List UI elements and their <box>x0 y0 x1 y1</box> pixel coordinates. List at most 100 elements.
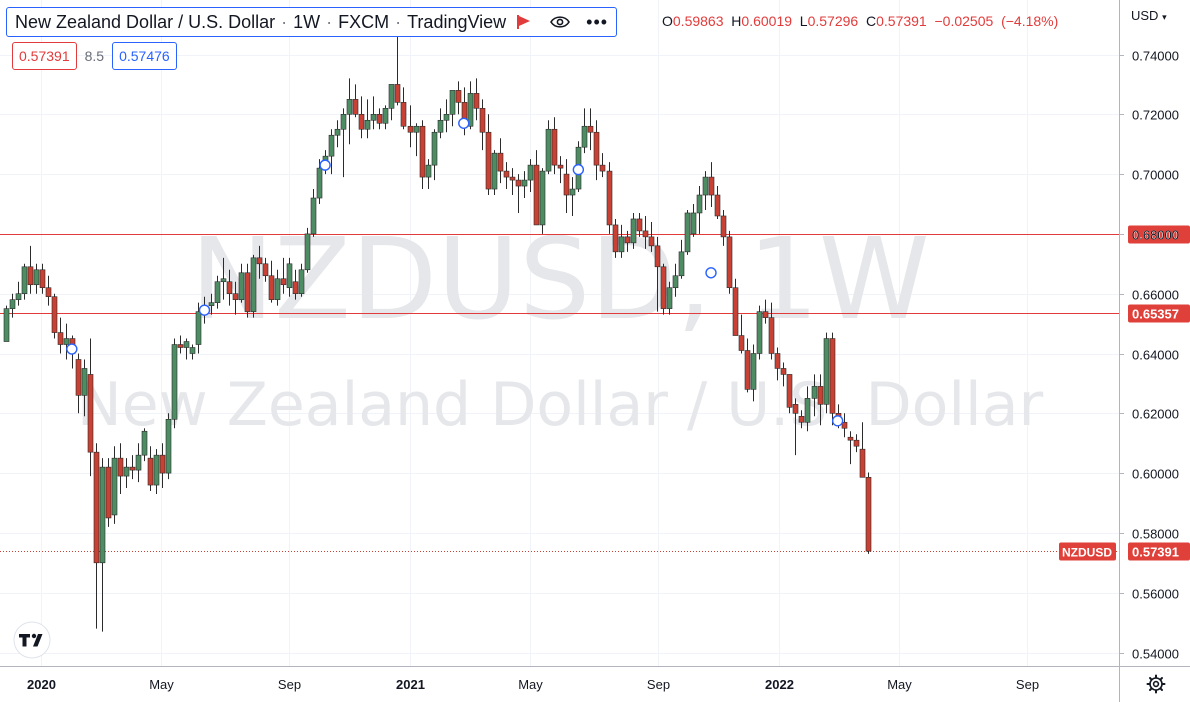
buy-price-button[interactable]: 0.57476 <box>112 42 177 70</box>
candle-body <box>268 275 275 300</box>
candle <box>581 108 588 154</box>
candle <box>624 230 631 252</box>
candle-body <box>135 454 142 471</box>
candle <box>527 159 534 193</box>
candle <box>310 189 317 237</box>
candle-body <box>563 173 570 196</box>
candle-body <box>298 269 305 294</box>
separator-dot: · <box>281 11 288 32</box>
chevron-down-icon: ▾ <box>1162 12 1167 22</box>
event-marker <box>458 117 470 129</box>
level-label: 0.65357 <box>1132 307 1179 322</box>
candle-body <box>334 128 341 136</box>
candle-body <box>443 114 450 121</box>
candle-body <box>642 230 649 238</box>
open-label: O <box>662 13 673 29</box>
candle-body <box>388 84 395 109</box>
currency-selector[interactable]: USD ▾ <box>1131 8 1167 23</box>
y-tick-label: 0.58000 <box>1132 527 1179 542</box>
candle <box>606 162 613 234</box>
candle <box>762 299 769 324</box>
candle-body <box>744 350 751 390</box>
currency-label: USD <box>1131 8 1159 23</box>
tradingview-logo-icon[interactable] <box>13 621 51 659</box>
symbol-title-box[interactable]: New Zealand Dollar / U.S. Dollar · 1W · … <box>6 7 618 37</box>
candle-body <box>75 359 82 396</box>
candle-body <box>702 176 709 196</box>
candle-body <box>310 197 317 235</box>
candle-body <box>45 287 52 297</box>
candle <box>654 236 661 312</box>
interval-label[interactable]: 1W <box>293 11 321 32</box>
candle-body <box>304 233 311 271</box>
candle-body <box>39 269 46 289</box>
candle <box>93 443 100 629</box>
event-marker <box>831 415 844 427</box>
x-tick-label: 2022 <box>765 677 794 692</box>
candle-body <box>485 131 492 190</box>
candle <box>780 362 787 387</box>
candle <box>214 275 221 309</box>
flag-icon[interactable] <box>516 15 531 29</box>
candle <box>268 260 275 303</box>
change-percent: (−4.18%) <box>1001 13 1059 29</box>
candle <box>455 81 462 115</box>
level-label-background <box>1128 304 1190 323</box>
candle <box>153 449 160 495</box>
candle <box>39 263 46 294</box>
candle <box>250 254 257 318</box>
candle <box>220 257 227 300</box>
separator-dot: · <box>326 11 333 32</box>
event-markers <box>66 117 844 427</box>
x-tick-label: 2021 <box>396 677 425 692</box>
candle <box>400 87 407 130</box>
candle <box>3 305 10 342</box>
candle <box>195 302 202 354</box>
candle-body <box>189 347 196 354</box>
candle-body <box>455 90 462 103</box>
candle-body <box>232 293 239 300</box>
candle-body <box>672 275 679 289</box>
x-tick-label: Sep <box>278 677 301 692</box>
settings-icon[interactable] <box>1146 674 1166 694</box>
more-icon[interactable]: ••• <box>586 11 609 32</box>
candle <box>859 422 866 478</box>
candle <box>503 162 510 190</box>
candle-body <box>708 176 715 196</box>
candle <box>147 446 154 492</box>
candle <box>87 338 94 477</box>
candle <box>298 263 305 297</box>
candle <box>394 36 401 106</box>
candle <box>539 168 546 234</box>
candle-body <box>63 338 70 345</box>
level-label: 0.68000 <box>1132 228 1179 243</box>
candle-body <box>690 212 697 235</box>
candle-body <box>545 128 552 172</box>
candle-body <box>497 152 504 172</box>
candle-body <box>509 176 516 181</box>
y-tick-label: 0.70000 <box>1132 168 1179 183</box>
candle <box>756 305 763 360</box>
candle <box>159 443 166 489</box>
x-tick-label: Sep <box>647 677 670 692</box>
candle <box>111 446 118 524</box>
candle-body <box>81 368 88 396</box>
candle-body <box>220 278 227 283</box>
candle <box>443 99 450 133</box>
candle-body <box>165 418 172 474</box>
candle <box>557 156 564 184</box>
y-tick-label: 0.64000 <box>1132 348 1179 363</box>
eye-icon[interactable] <box>550 15 571 29</box>
candle <box>280 257 287 294</box>
candle-body <box>93 451 100 564</box>
candle-body <box>479 108 486 133</box>
candle <box>364 99 371 139</box>
sell-price-button[interactable]: 0.57391 <box>12 42 77 70</box>
candle <box>744 338 751 393</box>
spread-value: 8.5 <box>84 48 105 64</box>
candle <box>612 218 619 258</box>
candle <box>117 443 124 495</box>
candle <box>533 150 540 226</box>
candle-body <box>660 266 667 309</box>
